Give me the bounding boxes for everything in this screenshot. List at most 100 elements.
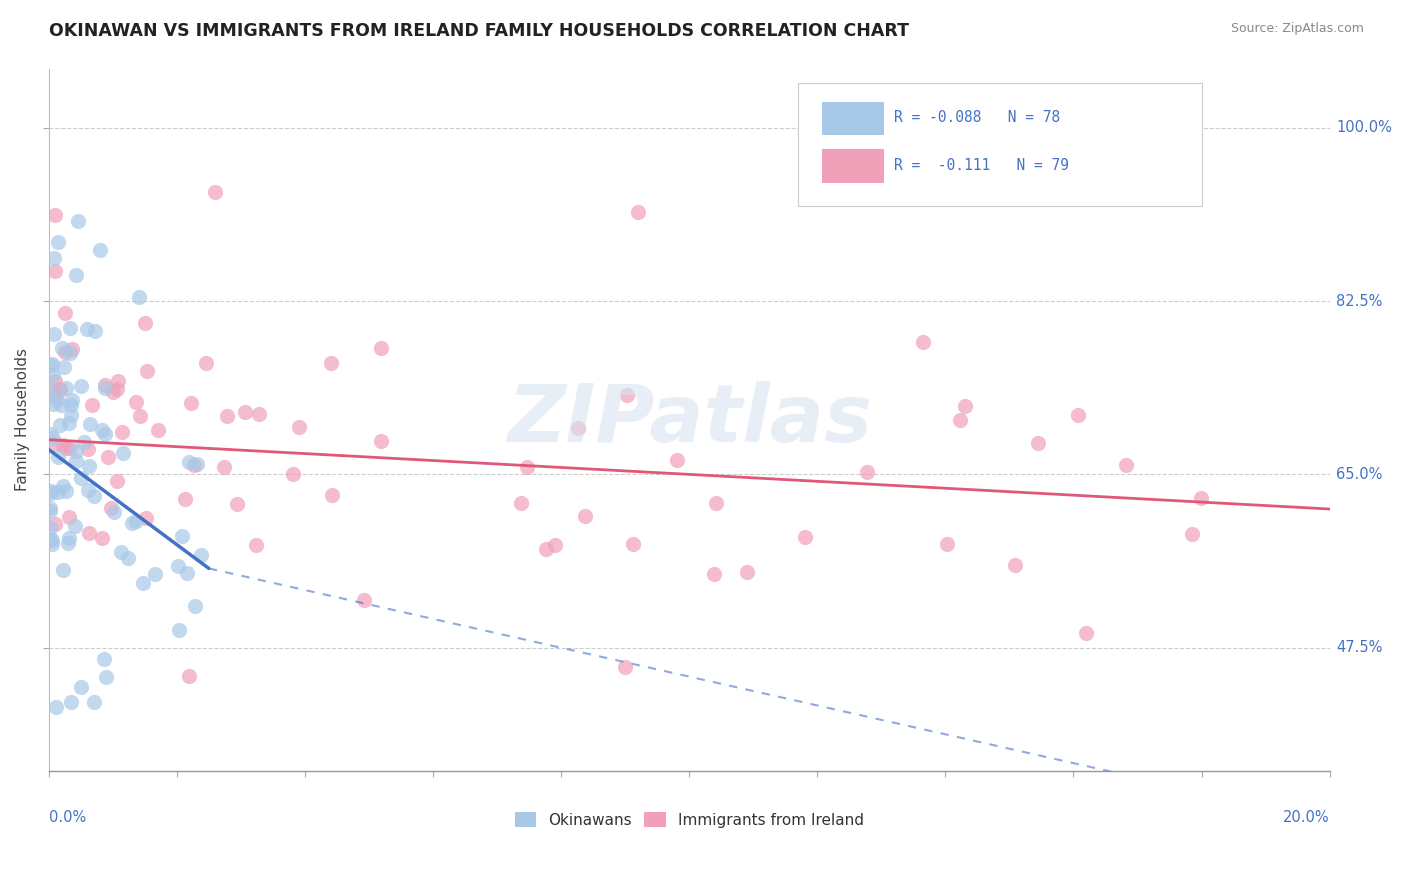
Point — [911, 334, 934, 349]
Point — [1004, 558, 1026, 572]
Point — [70, 471, 93, 485]
Text: OKINAWAN VS IMMIGRANTS FROM IRELAND FAMILY HOUSEHOLDS CORRELATION CHART: OKINAWAN VS IMMIGRANTS FROM IRELAND FAMI… — [49, 22, 910, 40]
Point — [59, 345, 82, 359]
Point — [1189, 491, 1212, 505]
Point — [84, 324, 107, 338]
Point — [49, 382, 72, 396]
Point — [353, 593, 375, 607]
Point — [1076, 625, 1098, 640]
Point — [793, 530, 815, 544]
Text: 100.0%: 100.0% — [1336, 120, 1392, 136]
Point — [52, 359, 75, 374]
Text: 20.0%: 20.0% — [1284, 810, 1330, 825]
Point — [288, 420, 311, 434]
Point — [83, 489, 105, 503]
Point — [52, 438, 75, 452]
Point — [55, 381, 77, 395]
Text: 82.5%: 82.5% — [1336, 293, 1382, 309]
Point — [190, 548, 212, 562]
Point — [55, 441, 77, 455]
Point — [124, 515, 146, 529]
Point — [183, 458, 205, 473]
Point — [703, 566, 725, 581]
Point — [80, 398, 103, 412]
Point — [204, 186, 226, 200]
Point — [46, 392, 69, 407]
Point — [621, 537, 644, 551]
Point — [121, 516, 143, 530]
Point — [66, 213, 89, 227]
Point — [41, 537, 63, 551]
Point — [44, 252, 66, 266]
Text: ZIPatlas: ZIPatlas — [506, 381, 872, 459]
Point — [166, 559, 188, 574]
Point — [1115, 458, 1137, 472]
Point — [135, 511, 157, 525]
Point — [370, 434, 392, 449]
Point — [174, 492, 197, 507]
Point — [72, 435, 94, 450]
FancyBboxPatch shape — [823, 102, 884, 136]
Point — [179, 669, 201, 683]
Point — [215, 409, 238, 423]
Point — [233, 404, 256, 418]
Point — [128, 290, 150, 304]
Point — [94, 427, 117, 442]
Point — [176, 566, 198, 580]
Point — [96, 670, 118, 684]
Point — [39, 521, 62, 535]
Point — [46, 450, 69, 464]
Point — [124, 395, 146, 409]
Point — [39, 359, 62, 373]
Point — [91, 423, 114, 437]
Point — [948, 413, 970, 427]
Text: R =  -0.111   N = 79: R = -0.111 N = 79 — [894, 158, 1069, 173]
Point — [44, 386, 66, 401]
Point — [58, 531, 80, 545]
Point — [134, 316, 156, 330]
Point — [51, 341, 73, 355]
Legend: Okinawans, Immigrants from Ireland: Okinawans, Immigrants from Ireland — [509, 806, 870, 834]
Point — [39, 532, 62, 546]
Point — [42, 368, 65, 382]
Point — [59, 398, 82, 412]
Point — [60, 393, 83, 408]
Point — [855, 465, 877, 479]
Point — [117, 550, 139, 565]
Point — [128, 409, 150, 424]
Point — [1067, 409, 1090, 423]
Point — [100, 500, 122, 515]
Point — [79, 417, 101, 432]
Point — [146, 424, 169, 438]
Point — [53, 345, 76, 359]
Point — [52, 563, 75, 577]
Point — [321, 356, 343, 370]
Point — [44, 374, 66, 388]
Point — [76, 322, 98, 336]
Point — [58, 416, 80, 430]
Point — [143, 567, 166, 582]
Point — [567, 421, 589, 435]
Point — [48, 235, 70, 249]
Point — [110, 545, 132, 559]
Point — [45, 700, 67, 714]
Point — [93, 652, 115, 666]
Point — [936, 537, 959, 551]
Point — [83, 695, 105, 709]
Point — [60, 342, 83, 356]
Point — [39, 426, 62, 441]
Point — [39, 383, 62, 397]
FancyBboxPatch shape — [823, 149, 884, 183]
Point — [614, 660, 637, 674]
Point — [70, 379, 93, 393]
Point — [103, 505, 125, 519]
Point — [112, 446, 135, 460]
Point — [516, 460, 538, 475]
Point — [42, 431, 65, 445]
Point — [59, 320, 82, 334]
Point — [510, 496, 533, 510]
Point — [90, 531, 112, 545]
Point — [39, 500, 62, 515]
Point — [105, 382, 128, 396]
Point — [107, 374, 129, 388]
